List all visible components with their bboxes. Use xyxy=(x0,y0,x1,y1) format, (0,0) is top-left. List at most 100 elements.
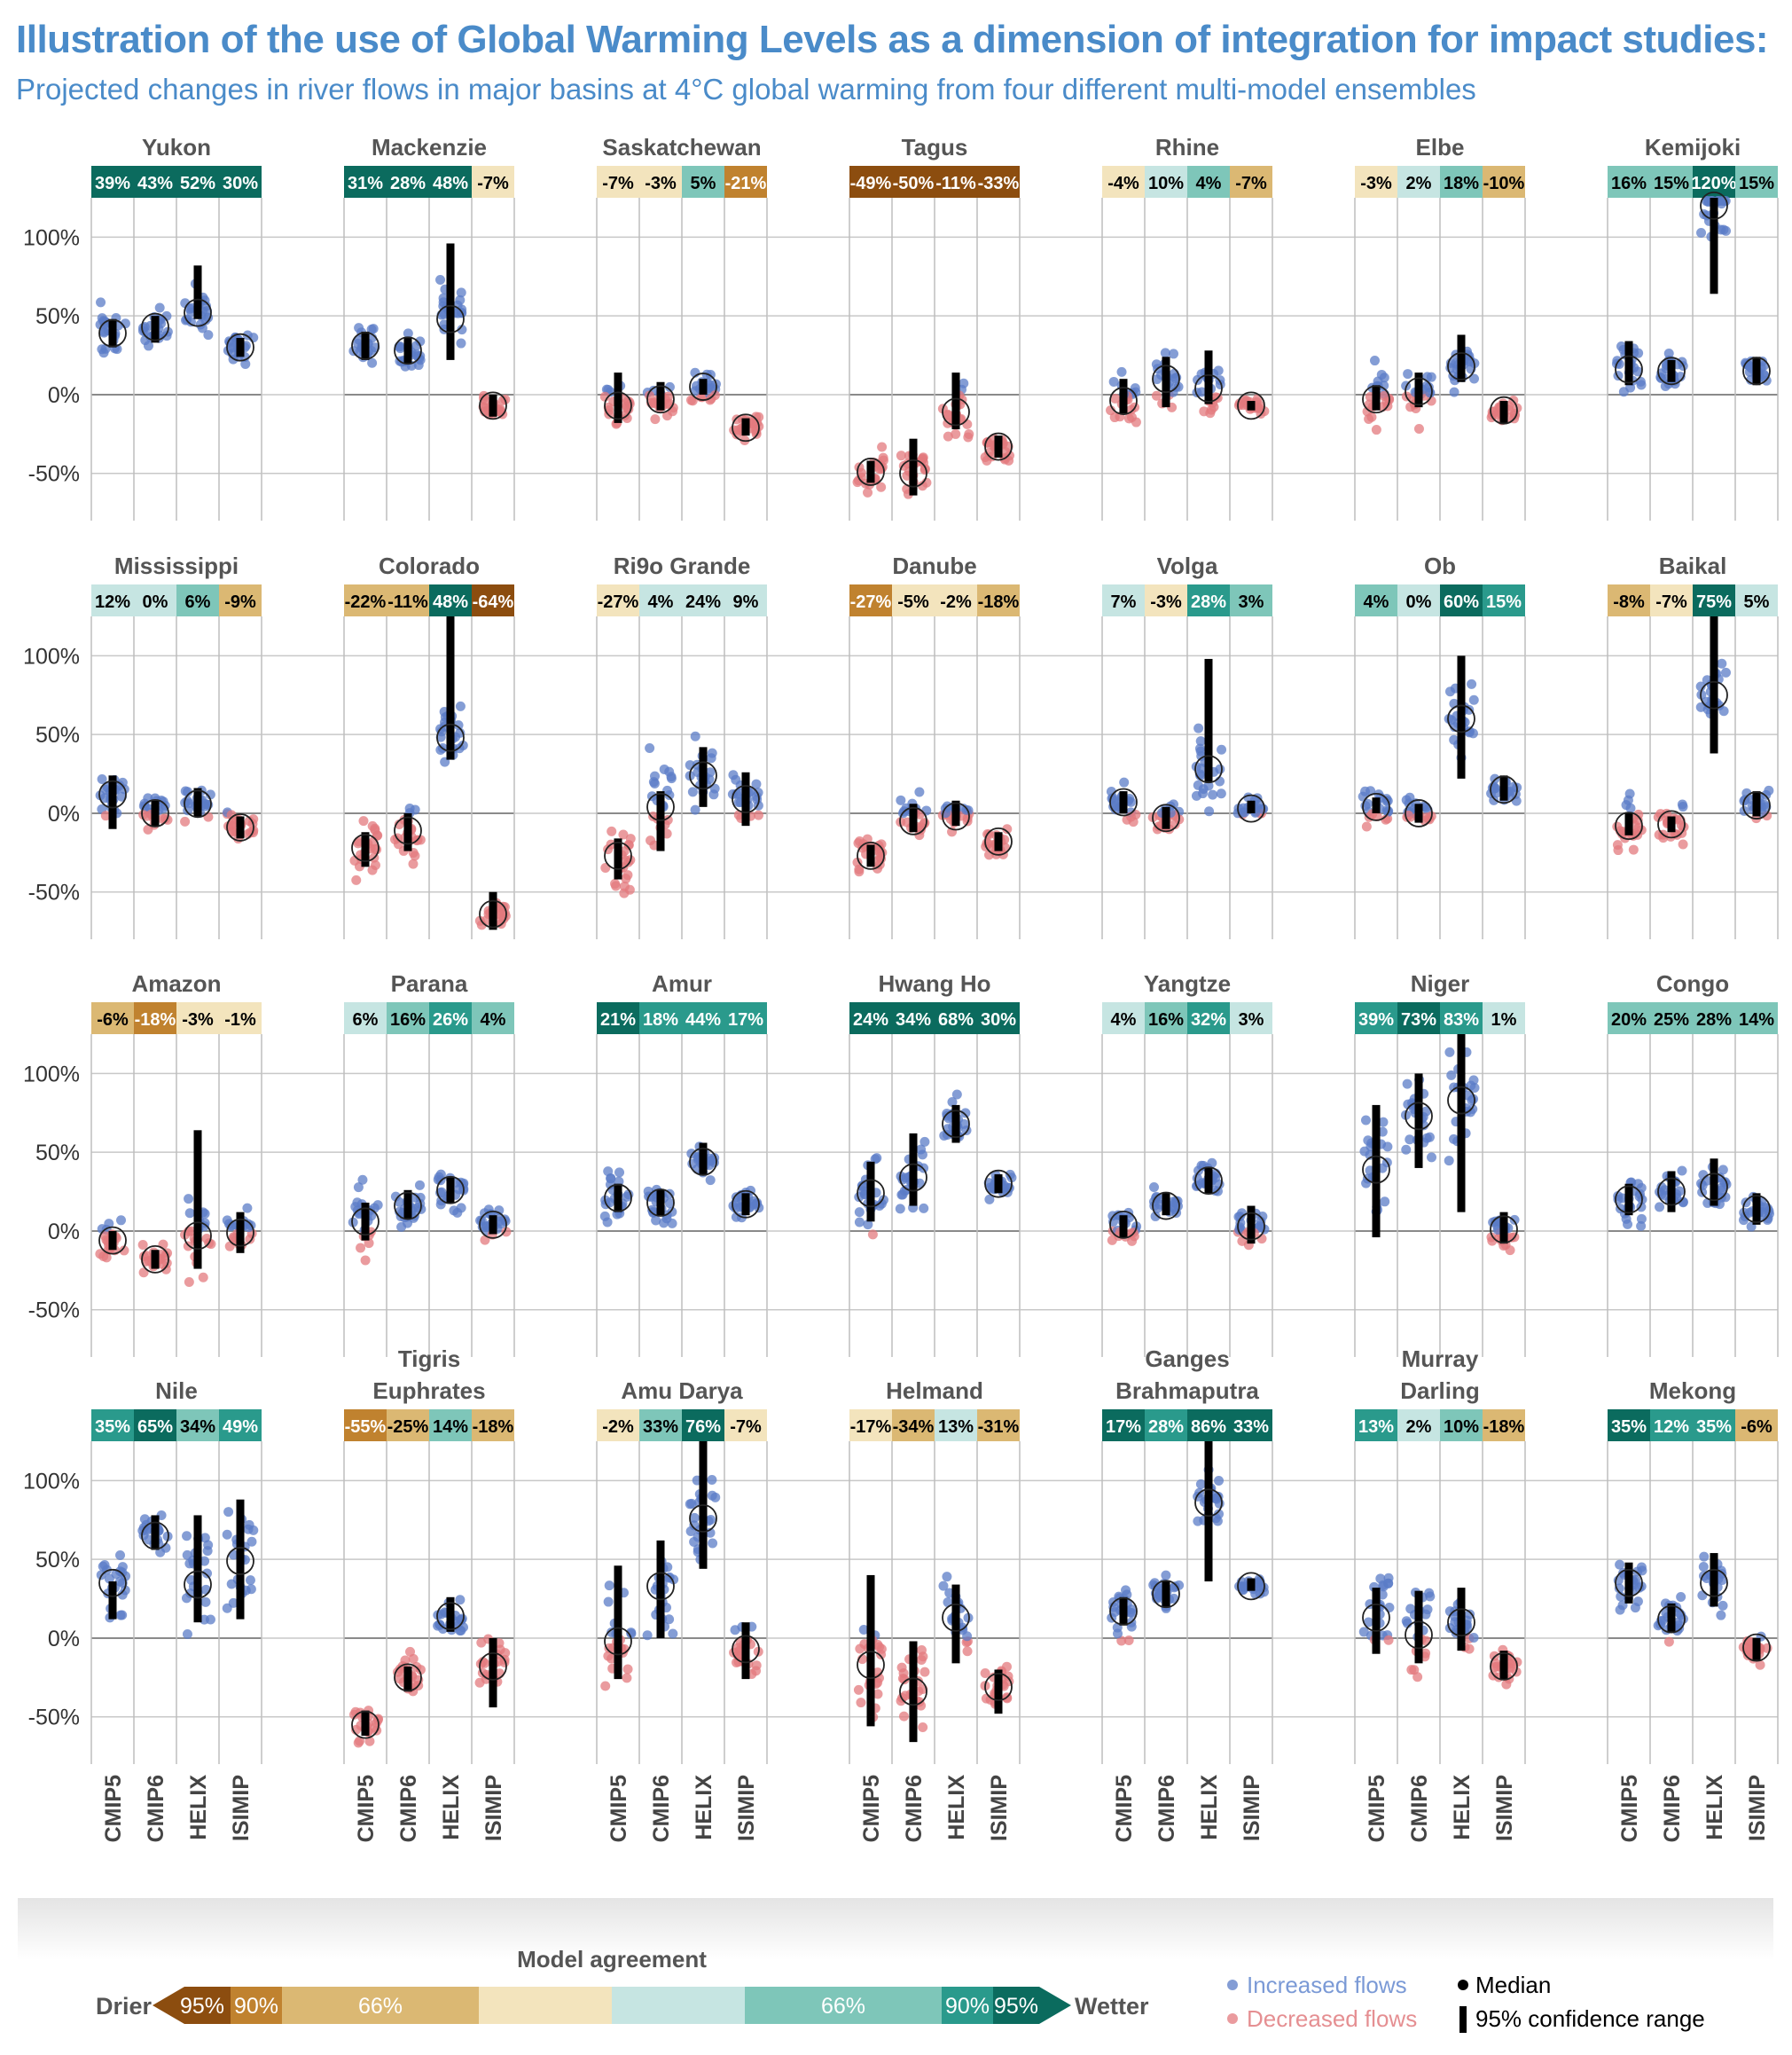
agreement-box xyxy=(1397,1002,1440,1034)
model-dot xyxy=(1195,1479,1206,1489)
median-marker xyxy=(1237,391,1265,420)
model-dot xyxy=(687,787,698,797)
model-dot xyxy=(862,834,873,844)
model-dot xyxy=(610,878,621,889)
median-marker xyxy=(1700,680,1728,710)
model-dot xyxy=(1214,1475,1225,1486)
ci-bar xyxy=(909,804,918,833)
model-dot xyxy=(854,462,865,473)
y-tick-label: -50% xyxy=(28,1706,80,1730)
median-marker xyxy=(984,1673,1013,1701)
agreement-box xyxy=(1230,166,1272,198)
median-marker xyxy=(1109,788,1138,817)
model-dot xyxy=(1446,1070,1457,1080)
agreement-value: -22% xyxy=(345,592,387,612)
agreement-value: 28% xyxy=(390,174,426,193)
basin-panel-19: Niger 39% 73% 83% 1% xyxy=(1272,970,1526,1357)
model-dot xyxy=(1212,1516,1223,1526)
model-dot xyxy=(1421,1133,1432,1143)
agreement-value: -18% xyxy=(978,592,1020,612)
model-dot xyxy=(161,331,172,341)
model-dot xyxy=(1195,736,1206,747)
basin-name: Rhine xyxy=(1155,134,1219,161)
median-marker xyxy=(1490,1215,1518,1244)
agreement-value: -11% xyxy=(935,174,976,193)
x-tick-label: CMIP6 xyxy=(144,1775,168,1842)
median-marker xyxy=(689,1504,717,1533)
model-dot xyxy=(1468,1632,1479,1643)
model-dot xyxy=(650,414,661,425)
agreement-box xyxy=(91,166,134,198)
median-marker xyxy=(184,789,212,819)
basin-panel-7: 100% 50% 0% -50% Mississippi 12% 0% 6% -9% xyxy=(23,553,262,939)
model-dot xyxy=(1366,412,1377,422)
agreement-value: -21% xyxy=(725,174,767,193)
median-marker xyxy=(226,1218,254,1247)
model-dot xyxy=(858,1625,869,1635)
model-dot xyxy=(1764,785,1774,796)
model-dot xyxy=(200,1596,211,1607)
y-tick-label: 100% xyxy=(23,1469,80,1494)
model-dot xyxy=(916,1144,927,1155)
agreement-value: -31% xyxy=(978,1417,1020,1437)
agreement-value: -8% xyxy=(1613,592,1645,612)
agreement-box xyxy=(1145,1002,1187,1034)
agreement-value: 0% xyxy=(1406,592,1432,612)
median-marker xyxy=(646,1188,675,1217)
model-dot xyxy=(1616,1591,1626,1602)
agreement-box xyxy=(1693,1409,1735,1441)
agreement-value: 10% xyxy=(1148,174,1184,193)
legend-swatch xyxy=(942,1987,993,2024)
agreement-value: 1% xyxy=(1491,1010,1517,1030)
ci-bar xyxy=(1162,1193,1170,1216)
agreement-box xyxy=(639,584,682,616)
basin-panel-20: Congo 20% 25% 28% 14% xyxy=(1525,970,1779,1357)
agreement-box xyxy=(176,166,219,198)
basin-name: Brahmaputra xyxy=(1115,1377,1259,1404)
agreement-box xyxy=(724,1002,767,1034)
model-dot xyxy=(1628,844,1639,855)
median-marker xyxy=(1405,799,1433,827)
median-marker xyxy=(479,1652,507,1681)
model-dot xyxy=(662,399,673,410)
agreement-box xyxy=(176,584,219,616)
model-dot xyxy=(1468,694,1479,705)
ci-bar xyxy=(866,1574,875,1727)
agreement-box xyxy=(1230,584,1272,616)
agreement-box xyxy=(639,1409,682,1441)
model-dot xyxy=(1233,400,1244,411)
model-dot xyxy=(1678,839,1688,850)
agreement-value: 10% xyxy=(1444,1417,1479,1437)
agreement-box xyxy=(134,1409,176,1441)
agreement-box xyxy=(1102,1002,1145,1034)
agreement-value: 6% xyxy=(185,592,211,612)
model-dot xyxy=(364,1238,374,1249)
model-dot xyxy=(899,1675,910,1685)
model-dot xyxy=(1358,791,1368,802)
ci-bar xyxy=(108,1581,117,1620)
median-marker xyxy=(184,1221,212,1251)
ci-bar xyxy=(1457,1034,1466,1212)
model-dot xyxy=(621,874,631,884)
agreement-box xyxy=(91,1002,134,1034)
agreement-value: 0% xyxy=(143,592,168,612)
agreement-value: -3% xyxy=(182,1010,214,1030)
agreement-value: 48% xyxy=(433,592,468,612)
agreement-value: 2% xyxy=(1406,174,1432,193)
agreement-box xyxy=(1608,1409,1650,1441)
model-dot xyxy=(180,786,191,796)
model-dot xyxy=(415,835,426,845)
model-dot xyxy=(1469,1082,1480,1093)
model-dot xyxy=(1126,412,1137,423)
agreement-box xyxy=(91,1409,134,1441)
median-marker xyxy=(1742,791,1771,820)
agreement-value: 2% xyxy=(1406,1417,1432,1437)
agreement-value: 9% xyxy=(733,592,759,612)
legend-swatch xyxy=(479,1987,612,2024)
model-dot xyxy=(1169,349,1179,359)
model-dot xyxy=(1197,788,1208,799)
agreement-box xyxy=(1735,584,1778,616)
median-marker xyxy=(479,1210,507,1239)
ci-bar xyxy=(994,1174,1003,1194)
